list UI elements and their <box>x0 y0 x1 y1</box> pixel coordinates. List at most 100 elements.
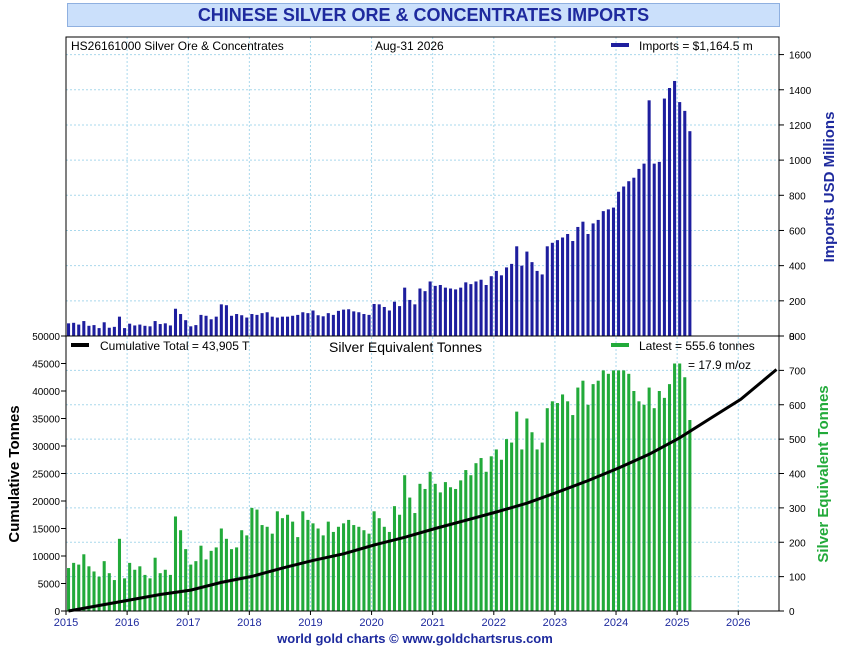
imports-bar <box>596 219 600 336</box>
tonnes-bar <box>133 569 137 611</box>
imports-bar <box>683 110 687 336</box>
tonnes-bar <box>209 550 213 611</box>
xtick-label-2017: 2017 <box>176 617 200 629</box>
tonnes-bar <box>667 384 672 611</box>
lower-left-ytick-label: 45000 <box>32 360 60 371</box>
imports-bar <box>576 226 580 336</box>
imports-bar <box>204 315 208 336</box>
tonnes-bar <box>510 442 514 611</box>
imports-bar <box>591 223 595 336</box>
imports-bar <box>688 131 692 336</box>
tonnes-bar <box>128 562 132 611</box>
imports-bar <box>352 311 356 336</box>
tonnes-bar <box>505 439 509 611</box>
tonnes-bar <box>102 561 106 611</box>
xtick-label-2026: 2026 <box>726 617 750 629</box>
tonnes-bar <box>662 397 666 611</box>
tonnes-bar <box>296 537 300 611</box>
upper-ytick-label: 1600 <box>789 51 812 62</box>
tonnes-bar <box>286 514 290 611</box>
tonnes-bar <box>611 370 616 611</box>
lower-right-ytick-label: 700 <box>789 366 806 377</box>
tonnes-bar <box>224 538 228 611</box>
tonnes-bar <box>265 526 269 611</box>
imports-bar <box>622 186 626 336</box>
tonnes-bar <box>321 535 325 611</box>
imports-bar <box>250 314 254 336</box>
tonnes-bar <box>189 564 193 611</box>
lower-left-ytick-label: 40000 <box>32 387 60 398</box>
tonnes-bar <box>153 557 157 611</box>
imports-bar <box>270 316 274 336</box>
tonnes-bar <box>683 377 687 611</box>
tonnes-bar <box>347 519 351 611</box>
tonnes-bar <box>566 401 570 611</box>
imports-bar <box>280 316 284 336</box>
tonnes-bar <box>403 475 407 611</box>
imports-bar <box>637 168 641 336</box>
tonnes-bar <box>184 549 188 611</box>
lower-left-ytick-label: 25000 <box>32 470 60 481</box>
tonnes-bar <box>474 463 478 611</box>
lower-left-ytick-label: 20000 <box>32 497 60 508</box>
tonnes-bar <box>678 363 682 611</box>
tonnes-bar <box>82 554 86 611</box>
silver-tonnes-bars <box>67 363 692 611</box>
lower-left-ytick-label: 35000 <box>32 415 60 426</box>
tonnes-bar <box>622 370 626 611</box>
imports-bar <box>77 324 81 336</box>
tonnes-bar <box>398 514 402 611</box>
upper-ytick-label: 1200 <box>789 121 812 132</box>
tonnes-bar <box>173 516 178 611</box>
upper-plot-frame <box>65 36 780 337</box>
imports-bar <box>97 328 101 336</box>
imports-bar <box>499 275 503 336</box>
lower-left-ytick-label: 10000 <box>32 552 60 563</box>
xtick-label-2015: 2015 <box>54 617 78 629</box>
imports-bar <box>199 314 203 336</box>
tonnes-bar <box>535 449 539 611</box>
imports-bar <box>235 314 239 336</box>
lower-right-ytick-label: 600 <box>789 401 806 412</box>
imports-bar <box>469 284 473 336</box>
imports-bar <box>398 306 402 336</box>
tonnes-bar <box>392 506 397 611</box>
imports-bar <box>464 282 468 336</box>
latest-legend-label: Latest = 555.6 tonnes <box>639 339 755 353</box>
imports-bar <box>123 328 127 336</box>
lower-right-ytick-label: 0 <box>789 607 795 618</box>
imports-bar <box>484 284 488 336</box>
lower-right-ytick-label: 400 <box>789 470 806 481</box>
imports-bar <box>448 288 453 336</box>
xtick-label-2018: 2018 <box>237 617 261 629</box>
xtick-label-2019: 2019 <box>298 617 322 629</box>
lower-left-ytick-label: 5000 <box>38 580 61 591</box>
tonnes-bar <box>280 518 284 611</box>
imports-bar <box>382 306 386 336</box>
imports-bar <box>454 289 458 336</box>
chart-canvas: 0 200 400 600 800 1000 1200 1400 1600 0 100 200 300 4… <box>6 36 838 629</box>
lower-right-ytick-label: 800 <box>789 332 806 343</box>
lower-right-axis-title: Silver Equivalent Tonnes <box>815 385 832 562</box>
tonnes-bar <box>454 488 458 611</box>
imports-bar <box>418 288 422 336</box>
tonnes-bar <box>555 403 559 611</box>
tonnes-bar <box>479 458 483 611</box>
imports-bar <box>611 207 616 336</box>
imports-legend-label: Imports = $1,164.5 m <box>639 39 753 53</box>
tonnes-bar <box>606 373 610 611</box>
tonnes-bar <box>357 526 361 611</box>
lower-right-ytick-label: 500 <box>789 435 806 446</box>
imports-bar <box>571 241 575 336</box>
imports-bar <box>72 322 76 336</box>
tonnes-bar <box>138 566 142 611</box>
imports-bar <box>148 326 152 336</box>
tonnes-bar <box>148 578 152 611</box>
tonnes-bar <box>673 363 677 611</box>
tonnes-bar <box>382 526 386 611</box>
imports-bar <box>275 317 279 336</box>
imports-bar <box>107 327 111 336</box>
imports-bar <box>112 326 116 336</box>
cumulative-total-line <box>68 368 778 613</box>
imports-bar <box>321 316 325 336</box>
